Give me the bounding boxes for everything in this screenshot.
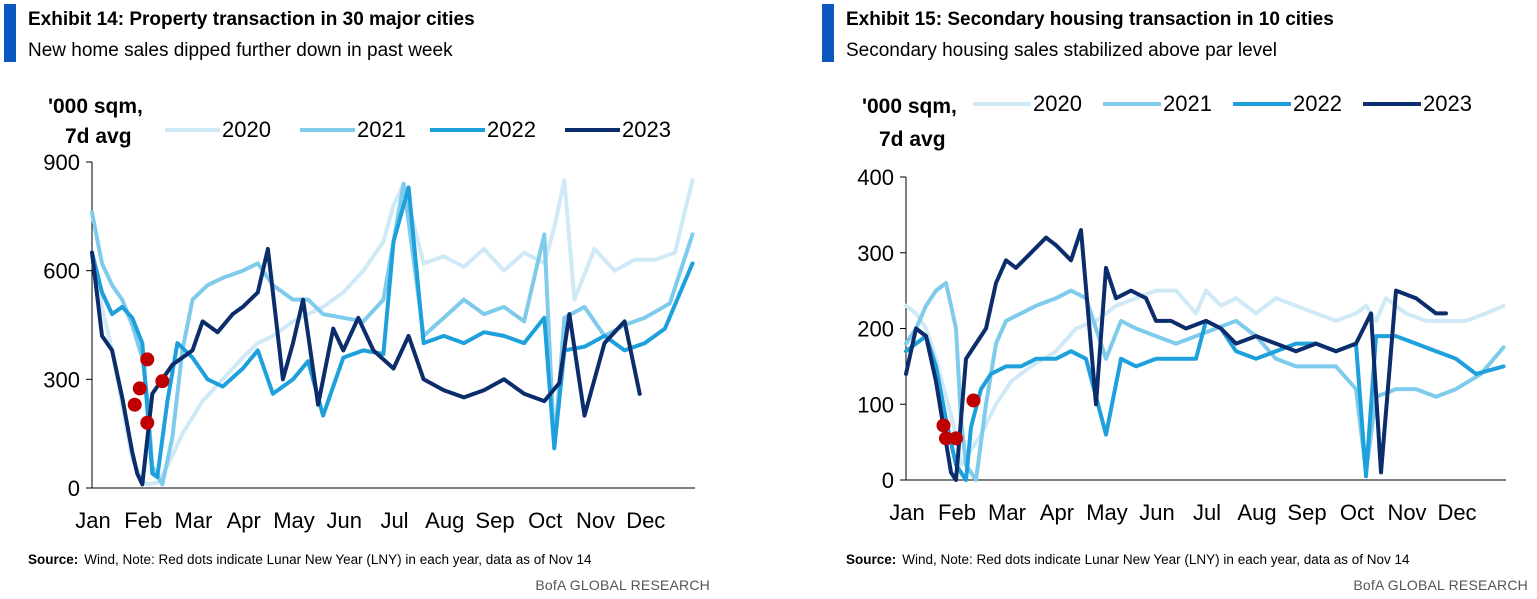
x-tick-label: Oct — [528, 508, 562, 533]
legend-label: 2023 — [1423, 91, 1472, 116]
x-tick-label: Oct — [1340, 500, 1374, 525]
source-label: Source: — [28, 552, 79, 567]
x-tick-label: Mar — [988, 500, 1026, 525]
lny-dot — [140, 352, 155, 367]
legend-label: 2022 — [1293, 91, 1342, 116]
x-tick-label: Jun — [327, 508, 362, 533]
legend-label: 2020 — [1033, 91, 1082, 116]
x-tick-label: Jan — [889, 500, 924, 525]
series-line-2020 — [904, 288, 1506, 467]
exhibit-accent-bar — [822, 4, 834, 62]
legend-label: 2020 — [222, 117, 271, 142]
lny-dot — [132, 381, 147, 396]
x-tick-label: Dec — [1437, 500, 1476, 525]
brand-footer: BofA GLOBAL RESEARCH — [1353, 577, 1528, 593]
x-tick-label: Feb — [938, 500, 976, 525]
y-unit-label: 7d avg — [65, 125, 132, 148]
x-tick-label: Jun — [1139, 500, 1174, 525]
exhibit-15-panel: Exhibit 15: Secondary housing transactio… — [818, 0, 1537, 599]
legend-label: 2022 — [487, 117, 536, 142]
source-text: Wind, Note: Red dots indicate Lunar New … — [84, 552, 592, 567]
y-tick-label: 600 — [43, 259, 80, 284]
lny-dot — [949, 431, 963, 446]
x-tick-label: Sep — [1287, 500, 1326, 525]
legend-label: 2021 — [357, 117, 406, 142]
x-tick-label: Apr — [227, 508, 261, 533]
legend-label: 2023 — [622, 117, 671, 142]
x-tick-label: Nov — [576, 508, 615, 533]
x-tick-label: Mar — [175, 508, 213, 533]
x-tick-label: Jan — [75, 508, 110, 533]
y-unit-label: 7d avg — [879, 128, 946, 151]
y-tick-label: 200 — [857, 317, 894, 342]
lny-dot — [939, 431, 953, 446]
y-tick-label: 100 — [857, 392, 894, 417]
source-label: Source: — [846, 552, 897, 567]
exhibit-14-panel: Exhibit 14: Property transaction in 30 m… — [0, 0, 740, 599]
y-tick-label: 0 — [68, 476, 80, 501]
lny-dot — [127, 397, 142, 412]
x-tick-label: Jul — [380, 508, 408, 533]
exhibit-title: Exhibit 14: Property transaction in 30 m… — [28, 9, 475, 30]
x-tick-label: Jul — [1193, 500, 1221, 525]
series-line-2021 — [904, 281, 1506, 482]
exhibit-accent-bar — [4, 4, 16, 62]
source-note: Source: Wind, Note: Red dots indicate Lun… — [846, 552, 1410, 567]
series-line-2020 — [90, 178, 695, 487]
exhibit-14-chart: '000 sqm, 7d avg 2020 2021 2022 2023 0 300 600 90… — [43, 95, 695, 533]
y-tick-label: 300 — [43, 367, 80, 392]
lny-dot — [966, 393, 981, 408]
brand-footer: BofA GLOBAL RESEARCH — [535, 577, 710, 593]
y-unit-label: '000 sqm, — [48, 95, 143, 118]
source-note: Source: Wind, Note: Red dots indicate Lun… — [28, 552, 592, 567]
lny-dot — [936, 418, 951, 433]
series-line-2022 — [904, 318, 1506, 482]
y-tick-label: 300 — [857, 241, 894, 266]
x-tick-label: May — [273, 508, 315, 533]
x-tick-label: Aug — [1237, 500, 1276, 525]
source-text: Wind, Note: Red dots indicate Lunar New … — [902, 552, 1410, 567]
x-tick-label: Dec — [626, 508, 665, 533]
y-tick-label: 0 — [882, 468, 894, 493]
series-line-2023 — [904, 228, 1448, 482]
x-tick-label: Sep — [475, 508, 514, 533]
lny-dot — [140, 415, 155, 430]
x-tick-label: Apr — [1040, 500, 1074, 525]
x-tick-label: Feb — [124, 508, 162, 533]
x-tick-label: May — [1086, 500, 1128, 525]
legend-label: 2021 — [1163, 91, 1212, 116]
y-tick-label: 400 — [857, 165, 894, 190]
x-tick-label: Nov — [1387, 500, 1426, 525]
y-tick-label: 900 — [43, 150, 80, 175]
exhibit-subtitle: Secondary housing sales stabilized above… — [846, 40, 1277, 61]
exhibit-subtitle: New home sales dipped further down in pa… — [28, 40, 453, 61]
exhibit-15-chart: '000 sqm, 7d avg 2020 2021 2022 2023 0 100 200 30… — [857, 91, 1506, 525]
x-tick-label: Aug — [425, 508, 464, 533]
lny-dot — [155, 374, 170, 389]
y-unit-label: '000 sqm, — [862, 95, 957, 118]
series-line-2021 — [90, 181, 695, 487]
exhibit-title: Exhibit 15: Secondary housing transactio… — [846, 9, 1334, 30]
